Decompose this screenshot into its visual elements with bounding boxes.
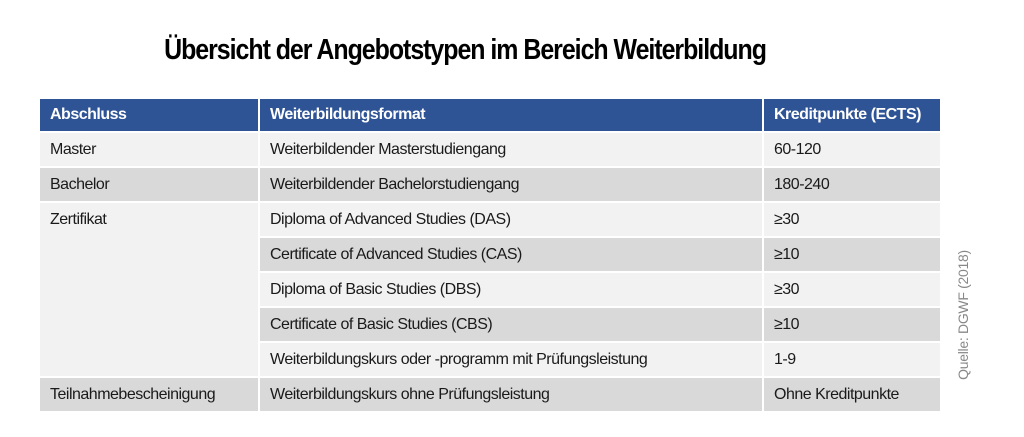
cell-ects: 1-9	[764, 343, 940, 376]
cell-format: Certificate of Basic Studies (CBS)	[260, 308, 762, 341]
page-title: Übersicht der Angebotstypen im Bereich W…	[164, 34, 767, 66]
table-row: Zertifikat Diploma of Advanced Studies (…	[40, 203, 940, 376]
header-format: Weiterbildungsformat	[260, 99, 762, 131]
cell-format: Weiterbildungskurs oder -programm mit Pr…	[260, 343, 762, 376]
cell-format: Weiterbildungskurs ohne Prüfungsleistung	[260, 378, 762, 411]
table-row: Bachelor Weiterbildender Bachelorstudien…	[40, 168, 940, 201]
cell-format: Weiterbildender Bachelorstudiengang	[260, 168, 762, 201]
cell-abschluss: Zertifikat	[40, 203, 258, 376]
cell-abschluss: Bachelor	[40, 168, 258, 201]
cell-abschluss: Teilnahmebescheinigung	[40, 378, 258, 411]
cell-ects: ≥10	[764, 308, 940, 341]
header-ects: Kreditpunkte (ECTS)	[764, 99, 940, 131]
cell-format: Weiterbildender Masterstudiengang	[260, 133, 762, 166]
cell-ects: ≥30	[764, 273, 940, 306]
cell-abschluss: Master	[40, 133, 258, 166]
table-row: Weiterbildungskurs oder -programm mit Pr…	[40, 343, 940, 376]
table-row: Teilnahmebescheinigung Weiterbildungskur…	[40, 378, 940, 411]
header-abschluss: Abschluss	[40, 99, 258, 131]
table-row: Certificate of Basic Studies (CBS) ≥10	[40, 308, 940, 341]
table-row: Master Weiterbildender Masterstudiengang…	[40, 133, 940, 166]
source-text: Quelle: DGWF (2018)	[955, 250, 971, 380]
cell-ects: ≥30	[764, 203, 940, 236]
cell-format: Certificate of Advanced Studies (CAS)	[260, 238, 762, 271]
offer-types-table: Abschluss Weiterbildungsformat Kreditpun…	[38, 97, 942, 413]
table-row: Certificate of Advanced Studies (CAS) ≥1…	[40, 238, 940, 271]
cell-ects: 60-120	[764, 133, 940, 166]
cell-ects: Ohne Kreditpunkte	[764, 378, 940, 411]
cell-format: Diploma of Advanced Studies (DAS)	[260, 203, 762, 236]
cell-ects: 180-240	[764, 168, 940, 201]
table-row: Diploma of Basic Studies (DBS) ≥30	[40, 273, 940, 306]
table-header-row: Abschluss Weiterbildungsformat Kreditpun…	[40, 99, 940, 131]
cell-ects: ≥10	[764, 238, 940, 271]
cell-format: Diploma of Basic Studies (DBS)	[260, 273, 762, 306]
